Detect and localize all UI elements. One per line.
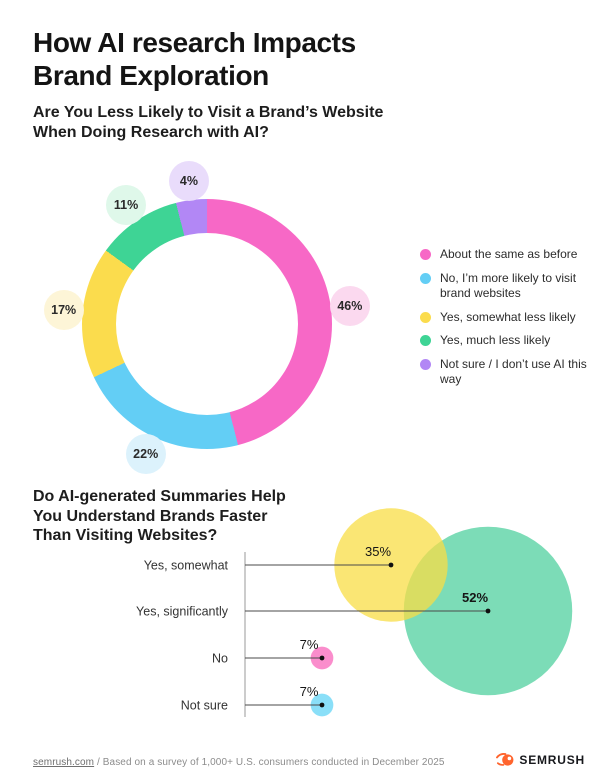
legend-label: Yes, much less likely <box>440 333 551 347</box>
bubble-value-label: 35% <box>365 544 391 559</box>
question-1-line-2: When Doing Research with AI? <box>33 124 269 141</box>
question-1-line-1: Are You Less Likely to Visit a Brand’s W… <box>33 104 384 121</box>
page-title-line-1: How AI research Impacts <box>33 27 356 58</box>
donut-chart: 46% 22% 17% 11% 4% <box>43 161 370 475</box>
donut-percent-badge: 22% <box>125 434 166 475</box>
semrush-logo-text: SEMRUSH <box>519 753 585 767</box>
legend-dot-icon <box>420 311 431 323</box>
bubble-category-label: Yes, somewhat <box>144 559 229 573</box>
legend-item: Yes, much less likely <box>420 333 598 349</box>
question-1-heading: Are You Less Likely to Visit a Brand’s W… <box>33 103 383 143</box>
data-point-dot <box>485 608 491 614</box>
source-link[interactable]: semrush.com <box>33 757 95 768</box>
donut-percent-badge: 4% <box>168 161 209 202</box>
bubble-category-label: No <box>212 652 228 666</box>
legend-dot-icon <box>420 249 431 260</box>
legend-label: No, I’m more likely to visit brand websi… <box>440 270 577 301</box>
legend-item: No, I’m more likely to visit brand websi… <box>420 271 598 302</box>
donut-hole <box>116 233 298 415</box>
footer-source-text: / Based on a survey of 1,000+ U.S. consu… <box>94 757 445 768</box>
bubble-category-label: Yes, significantly <box>136 605 229 619</box>
data-point-dot <box>319 655 325 661</box>
legend-item: About the same as before <box>420 247 598 263</box>
legend-dot-icon <box>420 358 431 370</box>
donut-percent-badge: 17% <box>43 290 84 331</box>
bubble-value-label: 7% <box>300 684 319 699</box>
bubble-value-label: 7% <box>300 637 319 652</box>
legend-label: Yes, somewhat less likely <box>440 309 576 324</box>
bubble-value-label: 52% <box>462 590 488 605</box>
data-point-dot <box>319 702 325 708</box>
question-2-heading: Do AI-generated Summaries Help You Under… <box>33 487 286 546</box>
semrush-logo: SEMRUSH <box>496 753 585 767</box>
bubble-chart: 35% Yes, somewhat 52% Yes, significantly 7% N… <box>136 508 573 717</box>
question-2-line-1: Do AI-generated Summaries Help <box>33 488 286 505</box>
legend-label: About the same as before <box>440 247 578 261</box>
footer-note: semrush.com / Based on a survey of 1,000… <box>33 757 445 768</box>
page-title-line-2: Brand Exploration <box>33 60 269 91</box>
bubble-category-label: Not sure <box>181 699 228 713</box>
question-2-line-2: You Understand Brands Faster <box>33 507 268 525</box>
data-point-dot <box>388 562 394 568</box>
legend: About the same as before No, I’m more lik… <box>420 247 598 388</box>
donut-percent-badge: 46% <box>329 285 370 326</box>
semrush-flame-icon <box>496 753 514 766</box>
legend-item: Yes, somewhat less likely <box>420 310 598 326</box>
page-title: How AI research Impacts Brand Exploratio… <box>33 26 356 92</box>
legend-dot-icon <box>420 335 431 346</box>
question-2-line-3: Than Visiting Websites? <box>33 527 218 544</box>
legend-dot-icon <box>420 272 431 284</box>
donut-percent-badge: 11% <box>106 184 147 225</box>
legend-label: Not sure / I don’t use AI this way <box>440 356 587 387</box>
legend-item: Not sure / I don’t use AI this way <box>420 357 598 388</box>
